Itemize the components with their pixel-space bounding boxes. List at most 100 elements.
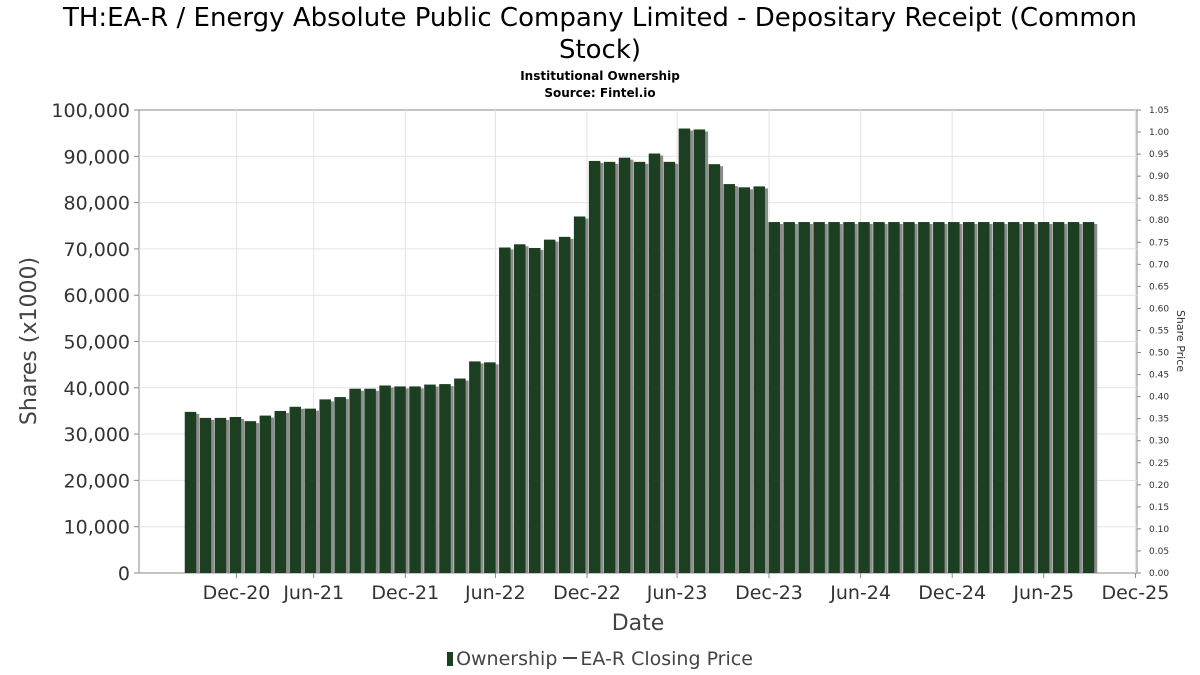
- bar: [618, 157, 631, 573]
- bar: [349, 388, 361, 573]
- x-tick-label: Dec-20: [203, 582, 271, 604]
- bar: [1067, 222, 1080, 573]
- y2-tick-label: 0.95: [1149, 150, 1169, 160]
- bar: [963, 222, 975, 573]
- bar: [184, 411, 197, 573]
- y-tick-label: 100,000: [51, 100, 130, 122]
- bar: [813, 222, 825, 573]
- y-tick-label: 80,000: [64, 193, 130, 215]
- chart-title: TH:EA-R / Energy Absolute Public Company…: [0, 2, 1200, 66]
- bar: [214, 417, 227, 573]
- y2-tick-label: 0.15: [1149, 503, 1169, 513]
- bar: [798, 222, 810, 573]
- x-tick-label: Dec-24: [918, 582, 986, 604]
- y2-tick-label: 0.50: [1149, 349, 1169, 359]
- bar: [1007, 222, 1020, 573]
- bar: [918, 222, 930, 573]
- chart-source: Source: Fintel.io: [544, 86, 656, 100]
- bar: [484, 362, 496, 573]
- bar: [289, 406, 302, 573]
- x-tick-label: Jun-24: [829, 582, 891, 604]
- y-tick-label: 0: [118, 563, 130, 585]
- chart-subtitle: Institutional Ownership: [520, 69, 680, 83]
- bar: [1082, 222, 1095, 573]
- y-tick-label: 10,000: [64, 517, 130, 539]
- bar: [364, 388, 376, 573]
- y2-tick-label: 0.20: [1149, 481, 1169, 491]
- y2-tick-label: 0.10: [1149, 525, 1169, 535]
- bar: [753, 186, 765, 573]
- y-tick-label: 30,000: [64, 424, 130, 446]
- legend: Ownership EA-R Closing Price: [0, 648, 1200, 670]
- y-tick-label: 60,000: [64, 285, 130, 307]
- bar: [514, 244, 526, 573]
- bar: [304, 408, 316, 573]
- bar: [992, 222, 1005, 573]
- bar: [334, 397, 346, 573]
- x-tick-label: Jun-23: [646, 582, 708, 604]
- bar: [633, 161, 646, 573]
- bar: [663, 161, 676, 573]
- bar: [244, 421, 257, 573]
- y-tick-label: 40,000: [64, 378, 130, 400]
- y2-tick-label: 0.80: [1149, 216, 1169, 226]
- bar: [558, 236, 571, 573]
- bar: [843, 222, 855, 573]
- bar: [394, 386, 406, 573]
- chart-title-line-1: TH:EA-R / Energy Absolute Public Company…: [62, 3, 1138, 33]
- bar: [409, 386, 421, 573]
- bar: [603, 161, 616, 573]
- y2-tick-label: 0.45: [1149, 371, 1169, 381]
- bar: [648, 153, 661, 573]
- y-tick-label: 20,000: [64, 470, 130, 492]
- bar: [678, 128, 691, 573]
- x-tick-label: Dec-23: [735, 582, 803, 604]
- y2-tick-label: 0.90: [1149, 172, 1169, 182]
- x-tick-label: Dec-21: [371, 582, 439, 604]
- bar: [858, 222, 870, 573]
- bar: [274, 410, 287, 573]
- bar: [499, 247, 511, 574]
- legend-price-line: [563, 657, 578, 659]
- y2-axis-title: Share Price: [1174, 310, 1187, 372]
- legend-price-label: EA-R Closing Price: [580, 648, 753, 670]
- bar: [573, 216, 586, 574]
- bar: [783, 222, 795, 573]
- bar: [319, 399, 331, 573]
- bar: [903, 222, 915, 573]
- bar: [873, 222, 885, 573]
- y2-tick-label: 1.00: [1149, 128, 1169, 138]
- y2-tick-label: 0.40: [1149, 393, 1169, 403]
- bar: [229, 416, 242, 573]
- bars-layer: [184, 128, 1098, 574]
- y2-tick-label: 0.00: [1149, 569, 1169, 579]
- x-tick-label: Dec-25: [1101, 582, 1169, 604]
- y2-tick-label: 0.30: [1149, 437, 1169, 447]
- bar: [588, 160, 601, 573]
- bar: [379, 385, 391, 573]
- bar: [933, 222, 945, 573]
- y2-tick-label: 0.85: [1149, 194, 1169, 204]
- y-tick-label: 90,000: [64, 146, 130, 168]
- bar: [259, 415, 272, 573]
- bar: [199, 417, 212, 573]
- x-tick-label: Jun-25: [1012, 582, 1074, 604]
- bar: [528, 247, 541, 573]
- x-tick-label: Dec-22: [553, 582, 621, 604]
- bar: [439, 384, 451, 573]
- bar: [469, 361, 481, 573]
- y2-tick-label: 0.65: [1149, 282, 1169, 292]
- y2-tick-label: 0.55: [1149, 326, 1169, 336]
- legend-ownership-label: Ownership: [456, 648, 558, 670]
- chart-title-line-2: Stock): [558, 35, 642, 65]
- y2-tick-label: 0.60: [1149, 304, 1169, 314]
- y-tick-label: 70,000: [64, 239, 130, 261]
- bar: [1022, 222, 1035, 573]
- bar: [828, 222, 840, 573]
- bar: [948, 222, 960, 573]
- bar: [1037, 222, 1050, 573]
- y2-tick-label: 0.35: [1149, 415, 1169, 425]
- y2-tick-label: 0.70: [1149, 260, 1169, 270]
- y2-tick-label: 0.75: [1149, 238, 1169, 248]
